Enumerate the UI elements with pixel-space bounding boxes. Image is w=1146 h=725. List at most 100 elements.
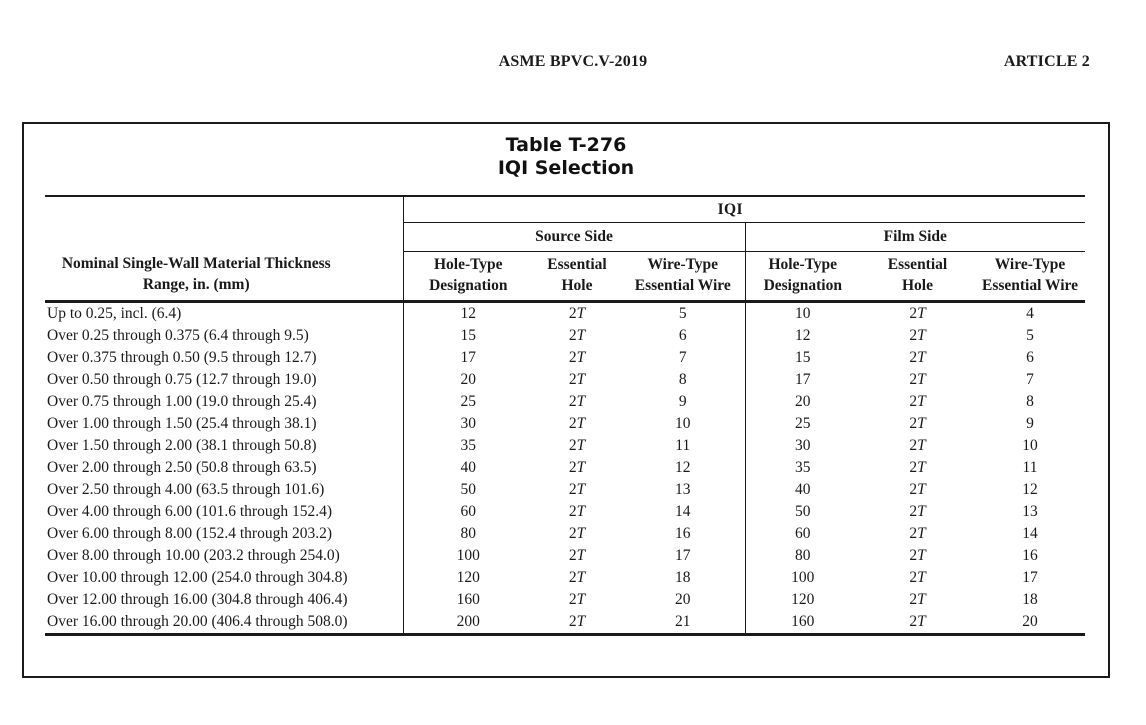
cell-source-wire-type: 21 [621,610,745,636]
cell-film-wire-type: 4 [1026,304,1034,322]
source-wire-type-header: Wire-Type Essential Wire [621,251,745,303]
cell-film-wire-type: 8 [1026,392,1034,410]
cell-source-essential-hole: 2T [568,414,586,432]
table-row: Over 1.00 through 1.50 (25.4 through 38.… [45,412,1085,435]
cell-film-essential-hole: 2T [909,458,926,476]
cell-source-wire-type: 7 [678,348,687,366]
cell-source-hole-type: 20 [460,370,477,388]
cell-film-hole-type: 80 [744,544,860,567]
film-essential-hole-header: Essential Hole [860,251,975,303]
group-header-row: Nominal Single-Wall Material Thickness R… [45,196,1086,303]
cell-thickness-range: Over 2.50 through 4.00 (63.5 through 101… [45,478,404,501]
cell-source-wire-type: 11 [675,436,691,454]
cell-film-wire-type: 13 [1022,502,1038,520]
cell-film-essential-hole: 2T [909,568,926,586]
cell-thickness-range: Over 10.00 through 12.00 (254.0 through … [45,566,404,589]
cell-film-wire-type: 18 [1022,590,1038,608]
cell-film-hole-type: 30 [744,434,860,457]
cell-thickness-range: Over 2.00 through 2.50 (50.8 through 63.… [45,456,404,479]
table-row: Over 16.00 through 20.00 (406.4 through … [45,610,1086,636]
cell-film-hole-type: 15 [744,346,860,369]
cell-film-essential-hole: 2T [909,304,926,322]
cell-source-essential-hole: 2T [568,436,586,454]
cell-thickness-range: Over 0.50 through 0.75 (12.7 through 19.… [45,368,404,391]
cell-source-hole-type: 100 [456,546,480,564]
table-body: Up to 0.25, incl. (6.4) 12 2T 5 10 2T 4 Over 0.… [45,301,1086,636]
cell-film-essential-hole: 2T [909,414,926,432]
cell-source-wire-type: 12 [675,458,691,476]
cell-film-essential-hole: 2T [909,326,926,344]
cell-film-wire-type: 10 [1022,436,1038,454]
cell-film-hole-type: 160 [744,610,860,636]
cell-film-hole-type: 35 [744,456,860,479]
cell-film-essential-hole: 2T [909,348,926,366]
cell-source-hole-type: 60 [460,502,477,520]
cell-thickness-range: Over 0.75 through 1.00 (19.0 through 25.… [45,390,404,413]
cell-thickness-range: Over 6.00 through 8.00 (152.4 through 20… [45,522,404,545]
cell-film-wire-type: 6 [1026,348,1034,366]
cell-film-wire-type: 20 [975,610,1086,636]
cell-film-essential-hole: 2T [909,502,926,520]
cell-thickness-range: Up to 0.25, incl. (6.4) [45,301,404,325]
cell-source-essential-hole: 2T [568,480,586,498]
cell-source-essential-hole: 2T [568,568,586,586]
cell-film-wire-type: 16 [1022,546,1038,564]
table-number: Table T-276 [505,134,627,156]
table-row: Over 8.00 through 10.00 (203.2 through 2… [45,544,1085,567]
cell-source-wire-type: 13 [675,480,691,498]
cell-source-essential-hole: 2T [568,524,586,542]
table-row: Over 1.50 through 2.00 (38.1 through 50.… [45,434,1085,457]
cell-film-essential-hole: 2T [909,370,926,388]
cell-film-hole-type: 100 [744,566,860,589]
cell-film-wire-type: 12 [1022,480,1038,498]
cell-film-wire-type: 14 [1022,524,1038,542]
iqi-selection-table: Nominal Single-Wall Material Thickness R… [45,195,1086,636]
cell-film-essential-hole: 2T [909,524,926,542]
cell-thickness-range: Over 4.00 through 6.00 (101.6 through 15… [45,500,404,523]
cell-film-wire-type: 11 [1022,458,1038,476]
cell-film-essential-hole: 2T [860,610,975,636]
cell-source-hole-type: 30 [460,414,477,432]
cell-source-essential-hole: 2T [568,392,586,410]
table-row: Over 0.25 through 0.375 (6.4 through 9.5… [45,324,1085,347]
table-row: Over 2.00 through 2.50 (50.8 through 63.… [45,456,1085,479]
cell-source-essential-hole: 2T [568,546,586,564]
cell-source-hole-type: 160 [456,590,480,608]
cell-source-wire-type: 17 [675,546,691,564]
table-row: Over 0.375 through 0.50 (9.5 through 12.… [45,346,1085,369]
cell-source-essential-hole: 2T [568,502,586,520]
cell-film-hole-type: 50 [744,500,860,523]
film-wire-type-header: Wire-Type Essential Wire [975,251,1086,303]
cell-source-wire-type: 6 [678,326,687,344]
column-header-row: Hole-Type Designation Essential Hole Wir… [45,251,1086,303]
cell-thickness-range: Over 0.375 through 0.50 (9.5 through 12.… [45,346,404,369]
cell-source-hole-type: 80 [460,524,477,542]
cell-film-hole-type: 12 [744,324,860,347]
table-row: Over 2.50 through 4.00 (63.5 through 101… [45,478,1085,501]
cell-film-hole-type: 20 [744,390,860,413]
article-label: ARTICLE 2 [1003,53,1090,70]
cell-thickness-range: Over 1.00 through 1.50 (25.4 through 38.… [45,412,404,435]
cell-source-essential-hole: 2T [568,348,586,366]
cell-source-essential-hole: 2T [533,610,621,636]
film-side-header: Film Side [744,222,1086,252]
cell-source-hole-type: 12 [460,304,477,322]
cell-source-essential-hole: 2T [568,370,586,388]
cell-source-hole-type: 120 [456,568,480,586]
table-title: Table T-276 IQI Selection [24,134,1108,180]
cell-source-wire-type: 20 [675,590,691,608]
cell-film-wire-type: 9 [1026,414,1034,432]
table-row: Over 12.00 through 16.00 (304.8 through … [45,588,1085,611]
cell-source-wire-type: 5 [678,304,687,322]
cell-film-hole-type: 10 [744,301,860,325]
cell-source-wire-type: 16 [675,524,691,542]
cell-film-essential-hole: 2T [909,546,926,564]
cell-source-wire-type: 8 [678,370,687,388]
cell-film-hole-type: 60 [744,522,860,545]
table-row: Over 4.00 through 6.00 (101.6 through 15… [45,500,1085,523]
cell-film-hole-type: 120 [744,588,860,611]
source-side-header: Source Side [403,222,745,252]
table-row: Up to 0.25, incl. (6.4) 12 2T 5 10 2T 4 [45,301,1085,325]
cell-film-hole-type: 25 [744,412,860,435]
cell-source-hole-type: 17 [460,348,477,366]
